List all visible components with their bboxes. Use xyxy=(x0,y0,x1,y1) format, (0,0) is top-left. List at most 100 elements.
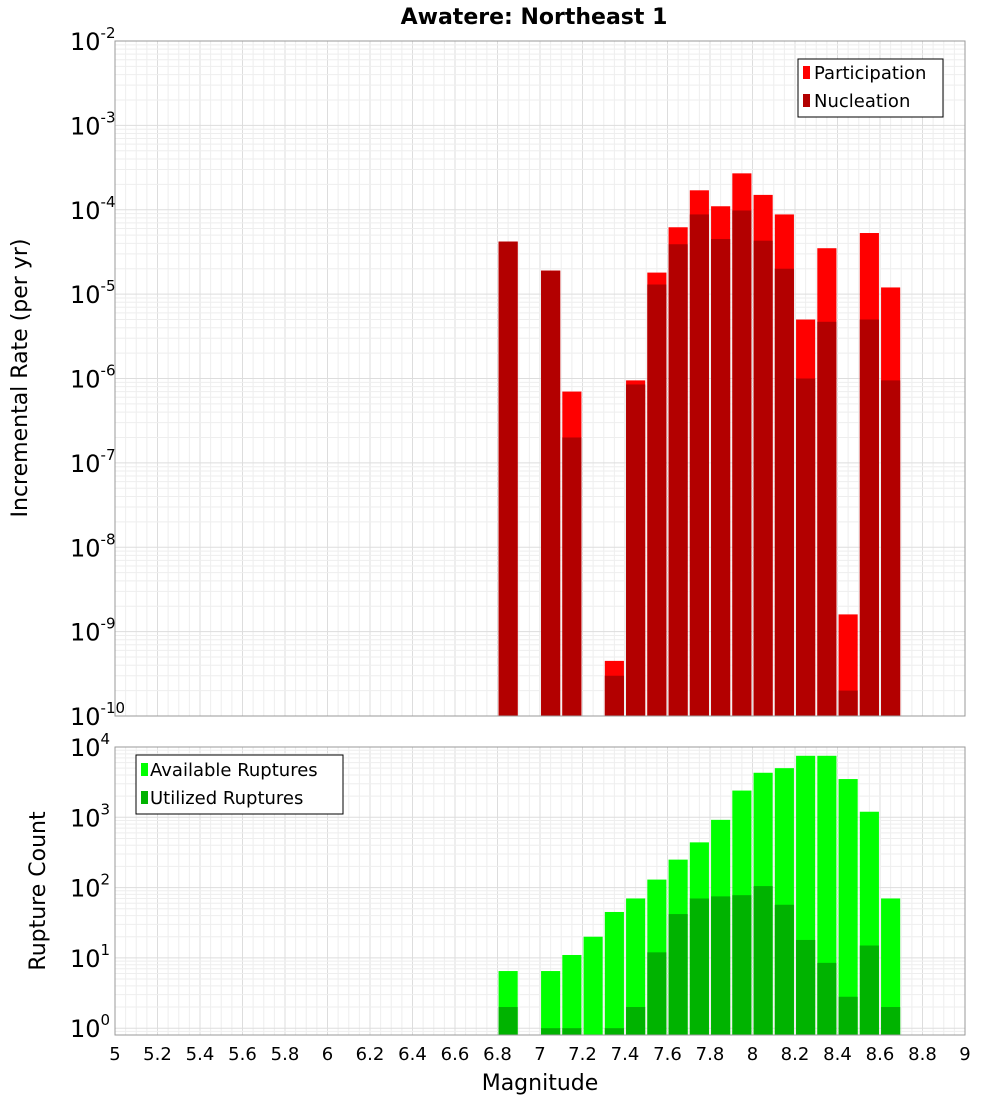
rate-y-ticks: 10-10 10-9 10-8 10-7 10-6 10-5 10-4 10-3 10-2 xyxy=(70,24,125,731)
rate-y-tick-label: 10-10 xyxy=(70,699,125,731)
nucleation-bar xyxy=(774,268,794,716)
x-tick-label: 5.2 xyxy=(143,1044,172,1065)
rate-panel: 10-10 10-9 10-8 10-7 10-6 10-5 10-4 10-3 10-2 In… xyxy=(8,24,966,731)
count-plot-frame xyxy=(114,746,966,1036)
available-ruptures-bar xyxy=(604,911,624,1035)
available-ruptures-bar xyxy=(583,936,603,1035)
rate-y-tick-label: 10-3 xyxy=(70,108,116,140)
nucleation-bar xyxy=(859,319,879,716)
utilized-legend-label: Utilized Ruptures xyxy=(150,788,303,809)
rate-y-axis-title: Incremental Rate (per yr) xyxy=(8,239,33,518)
utilized-ruptures-bar xyxy=(753,886,773,1035)
rate-grid xyxy=(114,41,966,717)
x-tick-label: 5 xyxy=(109,1044,120,1065)
x-tick-label: 7.4 xyxy=(611,1044,640,1065)
x-tick-label: 8 xyxy=(747,1044,758,1065)
rate-y-tick-label: 10-5 xyxy=(70,277,116,309)
x-tick-label: 9 xyxy=(959,1044,970,1065)
count-y-axis-title: Rupture Count xyxy=(26,811,51,971)
rate-legend: Participation Nucleation xyxy=(797,58,944,118)
available-legend-label: Available Ruptures xyxy=(150,760,318,781)
rate-y-tick-label: 10-8 xyxy=(70,530,116,562)
nucleation-bar xyxy=(626,384,646,716)
available-ruptures-bar xyxy=(838,779,858,1035)
nucleation-legend-label: Nucleation xyxy=(814,91,910,112)
count-bars xyxy=(498,755,901,1035)
utilized-ruptures-bar xyxy=(817,962,837,1035)
x-tick-label: 6.2 xyxy=(356,1044,385,1065)
nucleation-bar xyxy=(562,437,582,716)
x-tick-label: 8.6 xyxy=(866,1044,895,1065)
nucleation-bar xyxy=(796,378,816,716)
participation-legend-label: Participation xyxy=(814,63,926,84)
nucleation-bar xyxy=(689,214,709,717)
rate-y-tick-label: 10-2 xyxy=(70,24,116,56)
count-legend-box xyxy=(135,754,344,815)
participation-legend-swatch xyxy=(803,66,810,79)
utilized-ruptures-bar xyxy=(604,1028,624,1035)
nucleation-bar xyxy=(817,321,837,716)
rate-y-tick-label: 10-4 xyxy=(70,193,116,225)
x-axis-title: Magnitude xyxy=(482,1071,599,1096)
nucleation-bar xyxy=(838,690,858,716)
x-tick-label: 8.4 xyxy=(823,1044,852,1065)
nucleation-legend-swatch xyxy=(803,94,810,107)
x-ticks: 5 5.2 5.4 5.6 5.8 6 6.2 6.4 6.6 6.8 7 7.2 7.4 7.6 7.8 8… xyxy=(109,1044,970,1065)
available-ruptures-bar xyxy=(626,898,646,1035)
x-tick-label: 5.6 xyxy=(228,1044,257,1065)
x-tick-label: 6.4 xyxy=(398,1044,427,1065)
nucleation-bar xyxy=(647,284,667,716)
utilized-ruptures-bar xyxy=(838,996,858,1035)
count-y-tick-label: 102 xyxy=(70,871,110,903)
count-y-tick-label: 101 xyxy=(70,941,110,973)
nucleation-bar xyxy=(732,210,752,716)
chart-title: Awatere: Northeast 1 xyxy=(401,5,668,30)
nucleation-bar xyxy=(881,380,901,716)
x-tick-label: 7.8 xyxy=(696,1044,725,1065)
count-y-tick-label: 100 xyxy=(70,1011,110,1043)
x-tick-label: 7.6 xyxy=(653,1044,682,1065)
rate-legend-box xyxy=(797,58,944,118)
utilized-ruptures-bar xyxy=(668,914,688,1035)
available-ruptures-bar xyxy=(881,898,901,1035)
nucleation-bar xyxy=(711,239,731,716)
available-ruptures-bar xyxy=(541,971,561,1035)
utilized-ruptures-bar xyxy=(647,952,667,1035)
nucleation-bar xyxy=(604,675,624,716)
rate-y-tick-label: 10-6 xyxy=(70,362,116,394)
nucleation-bar xyxy=(668,244,688,717)
x-tick-label: 5.4 xyxy=(186,1044,215,1065)
utilized-ruptures-bar xyxy=(732,895,752,1035)
nucleation-bar xyxy=(753,240,773,717)
x-tick-label: 5.8 xyxy=(271,1044,300,1065)
utilized-ruptures-bar xyxy=(774,904,794,1035)
count-panel: 100 101 102 103 104 Rupture Count Available … xyxy=(26,730,966,1043)
utilized-ruptures-bar xyxy=(562,1028,582,1035)
utilized-ruptures-bar xyxy=(498,1007,518,1035)
x-tick-label: 7.2 xyxy=(568,1044,597,1065)
utilized-ruptures-bar xyxy=(541,1028,561,1035)
x-tick-label: 6 xyxy=(322,1044,333,1065)
utilized-ruptures-bar xyxy=(711,896,731,1035)
x-tick-label: 8.2 xyxy=(781,1044,810,1065)
rate-bars xyxy=(498,173,901,717)
utilized-ruptures-bar xyxy=(859,945,879,1035)
rate-y-tick-label: 10-9 xyxy=(70,615,116,647)
nucleation-bar xyxy=(541,270,561,716)
rate-plot-frame xyxy=(114,40,966,717)
x-tick-label: 6.6 xyxy=(441,1044,470,1065)
utilized-ruptures-bar xyxy=(796,939,816,1035)
utilized-legend-swatch xyxy=(141,791,148,804)
x-tick-label: 6.8 xyxy=(483,1044,512,1065)
count-y-tick-label: 104 xyxy=(70,730,110,762)
available-legend-swatch xyxy=(141,763,148,776)
utilized-ruptures-bar xyxy=(626,1007,646,1035)
count-grid xyxy=(114,747,966,1036)
rate-y-tick-label: 10-7 xyxy=(70,446,116,478)
x-tick-label: 8.8 xyxy=(908,1044,937,1065)
available-ruptures-bar xyxy=(562,954,582,1035)
count-y-ticks: 100 101 102 103 104 xyxy=(70,730,110,1043)
count-y-tick-label: 103 xyxy=(70,800,110,832)
count-legend: Available Ruptures Utilized Ruptures xyxy=(135,754,344,815)
